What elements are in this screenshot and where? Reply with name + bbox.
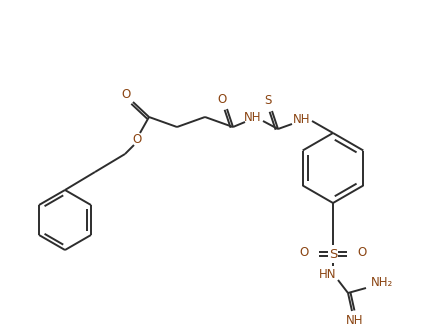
Text: S: S [264,93,272,107]
Text: HN: HN [319,268,337,281]
Text: NH: NH [346,315,364,328]
Text: O: O [132,133,141,145]
Text: NH: NH [293,113,311,126]
Text: S: S [329,249,337,262]
Text: NH₂: NH₂ [371,276,393,289]
Text: O: O [122,87,131,100]
Text: O: O [358,247,366,260]
Text: O: O [217,92,227,106]
Text: O: O [299,247,309,260]
Text: NH: NH [244,111,262,124]
